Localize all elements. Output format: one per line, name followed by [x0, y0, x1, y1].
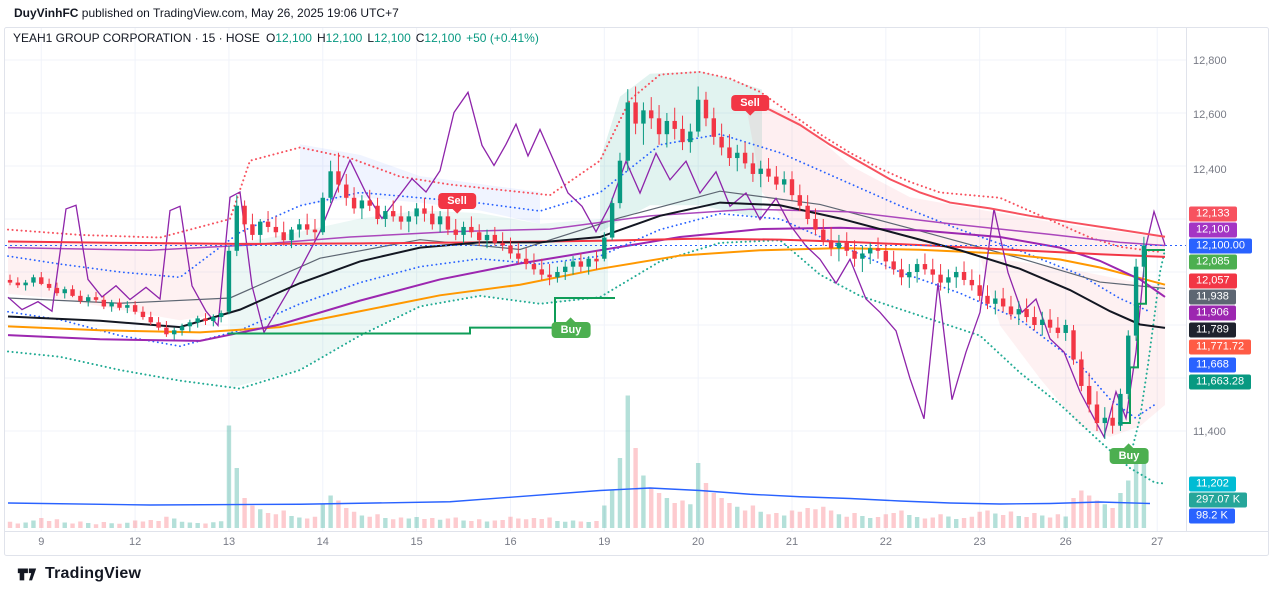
- time-label: 20: [692, 536, 704, 548]
- price-badge: 11,771.72: [1189, 339, 1252, 355]
- series-black-ma: [7, 201, 1166, 329]
- series-blue-dots-a: [7, 133, 1151, 313]
- chart-card-border: [4, 27, 1269, 556]
- price-badge: 12,085: [1189, 254, 1237, 270]
- price-tick-label: 12,600: [1193, 109, 1227, 121]
- volume-ma-line: [7, 487, 1151, 506]
- time-label: 9: [38, 536, 44, 548]
- series-teal-dots-right-rise: [1129, 248, 1166, 459]
- legend-ohlc-pair: O12,100: [266, 31, 312, 45]
- time-label: 21: [786, 536, 798, 548]
- time-label: 12: [129, 536, 141, 548]
- series-teal-dots-lower-band: [7, 239, 1166, 485]
- legend-ohlc-pair: L12,100: [367, 31, 410, 45]
- price-badge: 12,100: [1189, 222, 1237, 238]
- legend-ohlc-pair: H12,100: [317, 31, 362, 45]
- cloud-blue-mid: [300, 144, 540, 224]
- time-label: 15: [411, 536, 423, 548]
- ohlc-value: 12,100: [275, 31, 312, 45]
- attribution-text: DuyVinhFC published on TradingView.com, …: [14, 6, 399, 20]
- legend-ohlc: O12,100 H12,100 L12,100 C12,100: [266, 31, 466, 45]
- series-green-step-left: [228, 296, 615, 335]
- series-purple-flat-band: [7, 208, 1166, 252]
- series-pink-dots-upper-band: [7, 70, 1163, 254]
- time-label: 16: [504, 536, 516, 548]
- legend-change: +50 (+0.41%): [466, 31, 539, 45]
- cloud-pink-right-top: [745, 100, 1165, 257]
- series-orange-ma: [7, 247, 1166, 334]
- ohlc-value: 12,100: [325, 31, 363, 45]
- price-badge: 11,789: [1189, 322, 1236, 338]
- ohlc-value: 12,100: [424, 31, 462, 45]
- buy-signal-badge: Buy: [1109, 443, 1149, 464]
- price-badge: 297.07 K: [1189, 492, 1248, 508]
- ohlc-label: O: [265, 31, 276, 45]
- price-badge: 11,906: [1189, 305, 1236, 321]
- tradingview-logo[interactable]: TradingView: [16, 563, 141, 585]
- price-badge: 11,938: [1189, 289, 1236, 305]
- symbol-legend[interactable]: YEAH1 GROUP CORPORATION · 15 · HOSE O12,1…: [13, 31, 539, 45]
- series-purple-fast: [7, 90, 1166, 439]
- legend-title: YEAH1 GROUP CORPORATION · 15 · HOSE: [13, 31, 260, 45]
- time-label: 23: [974, 536, 986, 548]
- price-badge: 11,202: [1189, 476, 1236, 492]
- sell-signal-badge: Sell: [731, 95, 769, 116]
- price-badge: 12,133: [1189, 206, 1237, 222]
- tradingview-logo-icon: [17, 568, 37, 581]
- price-badge: 11,663.28: [1189, 374, 1252, 390]
- time-label: 26: [1060, 536, 1072, 548]
- price-badge: 12,057: [1189, 273, 1237, 289]
- price-tick-label: 12,400: [1193, 164, 1227, 176]
- price-tick-label: 11,400: [1193, 426, 1226, 438]
- buy-signal-badge: Buy: [551, 317, 591, 338]
- time-label: 13: [223, 536, 235, 548]
- tradingview-logo-text: TradingView: [45, 565, 142, 582]
- attribution-author: DuyVinhFC: [14, 6, 79, 20]
- ohlc-label: C: [415, 31, 425, 45]
- time-label: 22: [880, 536, 892, 548]
- price-tick-label: 12,800: [1193, 55, 1227, 67]
- price-badge: 98.2 K: [1189, 508, 1235, 524]
- series-pink-lead: [741, 99, 1166, 238]
- time-label: 27: [1151, 536, 1163, 548]
- legend-ohlc-pair: C12,100: [416, 31, 461, 45]
- ohlc-label: H: [316, 31, 326, 45]
- time-label: 14: [317, 536, 329, 548]
- attribution-rest: published on TradingView.com, May 26, 20…: [78, 6, 399, 20]
- series-red-ma: [7, 237, 1166, 258]
- price-badge: 11,668: [1189, 357, 1236, 373]
- time-label: 19: [598, 536, 610, 548]
- plot-area: [5, 28, 1186, 531]
- price-badge: 12,100.00: [1189, 238, 1252, 254]
- sell-signal-badge: Sell: [438, 193, 476, 214]
- ohlc-label: L: [367, 31, 375, 45]
- ohlc-value: 12,100: [374, 31, 411, 45]
